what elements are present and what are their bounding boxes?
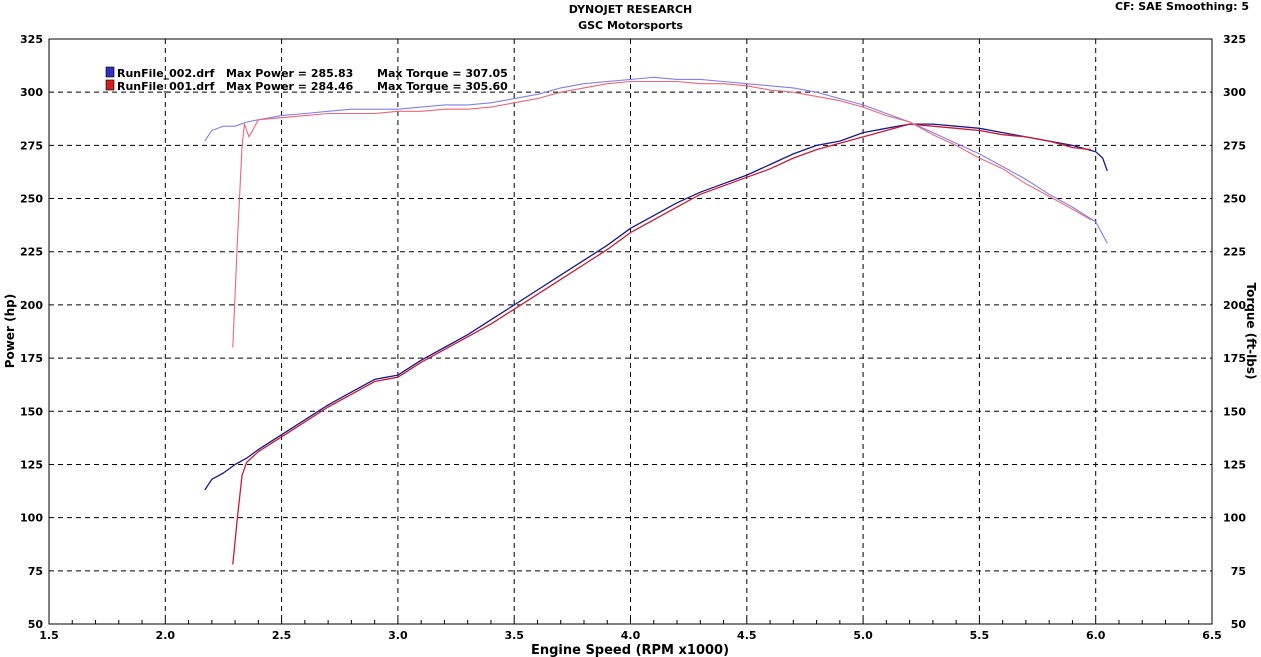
- plot-area-frame: [48, 38, 1213, 625]
- legend-entry-run-001: RunFile_001.drf Max Power = 284.46 Max T…: [105, 79, 508, 93]
- legend-file-run-002: RunFile_002.drf: [117, 67, 215, 80]
- y-tick-label: 225: [20, 246, 43, 259]
- x-tick-label: 6.0: [1086, 629, 1106, 642]
- grid: [49, 39, 1212, 624]
- y2-tick-label: 275: [1223, 139, 1246, 152]
- y-tick-label: 275: [20, 139, 43, 152]
- y2-tick-label: 50: [1231, 618, 1247, 631]
- legend-max-torque-run-001: Max Torque = 305.60: [377, 80, 508, 93]
- y2-tick-label: 200: [1223, 299, 1246, 312]
- y-axis-label: Power (hp): [3, 294, 17, 368]
- x-tick-label: 5.5: [970, 629, 990, 642]
- y2-tick-label: 300: [1223, 86, 1246, 99]
- y-tick-label: 250: [20, 193, 43, 206]
- y-tick-label: 100: [20, 512, 43, 525]
- x-tick-label: 2.0: [156, 629, 176, 642]
- correction-factor-label: CF: SAE Smoothing: 5: [1115, 0, 1249, 13]
- y-tick-label: 200: [20, 299, 43, 312]
- y-tick-label: 150: [20, 405, 43, 418]
- x-tick-label: 2.5: [272, 629, 292, 642]
- x-tick-labels: 1.5 2.0 2.5 3.0 3.5 4.0 4.5 5.0 5.5 6.0 6.5: [39, 629, 1222, 642]
- chart-title: DYNOJET RESEARCH: [568, 3, 693, 16]
- y2-tick-label: 75: [1231, 565, 1246, 578]
- y-tick-label: 50: [28, 618, 44, 631]
- y2-tick-labels: 50 75 100 125 150 175 200 225 250 275 300 325: [1223, 33, 1246, 631]
- y-tick-label: 325: [20, 33, 43, 46]
- x-axis-label: Engine Speed (RPM x1000): [531, 643, 729, 657]
- y-tick-label: 300: [20, 86, 43, 99]
- legend-file-run-001: RunFile_001.drf: [117, 80, 215, 93]
- y2-tick-label: 250: [1223, 193, 1246, 206]
- y2-axis-label: Torque (ft-lbs): [1244, 283, 1258, 380]
- torque-002-line: [204, 76, 1108, 244]
- y-tick-label: 175: [20, 352, 43, 365]
- legend-entry-run-002: RunFile_002.drf Max Power = 285.83 Max T…: [105, 66, 508, 80]
- chart-subtitle: GSC Motorsports: [578, 19, 683, 32]
- x-tick-label: 6.5: [1202, 629, 1222, 642]
- y2-tick-label: 150: [1223, 405, 1246, 418]
- torque-001-line: [232, 80, 1092, 348]
- legend-max-power-run-002: Max Power = 285.83: [226, 67, 353, 80]
- y-tick-labels: 50 75 100 125 150 175 200 225 250 275 300 325: [20, 33, 43, 631]
- x-tick-label: 3.5: [504, 629, 524, 642]
- y2-tick-label: 175: [1223, 352, 1246, 365]
- y2-tick-label: 125: [1223, 458, 1246, 471]
- series-lines: [204, 76, 1108, 565]
- y-tick-label: 125: [20, 458, 43, 471]
- x-tick-label: 5.0: [853, 629, 873, 642]
- x-tick-label: 3.0: [388, 629, 408, 642]
- power-002-line: [204, 123, 1108, 491]
- legend-max-power-run-001: Max Power = 284.46: [226, 80, 354, 93]
- x-tick-label: 4.0: [621, 629, 641, 642]
- y2-tick-label: 100: [1223, 512, 1246, 525]
- x-tick-label: 1.5: [39, 629, 59, 642]
- legend-swatch-run-002: [105, 66, 115, 78]
- legend-max-torque-run-002: Max Torque = 307.05: [377, 67, 508, 80]
- legend-swatch-run-001: [105, 79, 115, 91]
- y2-tick-label: 325: [1223, 33, 1246, 46]
- minor-ticks: [48, 620, 1213, 624]
- y2-tick-label: 225: [1223, 246, 1246, 259]
- legend: RunFile_002.drf Max Power = 285.83 Max T…: [105, 66, 508, 93]
- power-001-line: [232, 123, 1092, 565]
- x-tick-label: 4.5: [737, 629, 757, 642]
- y-tick-label: 75: [28, 565, 43, 578]
